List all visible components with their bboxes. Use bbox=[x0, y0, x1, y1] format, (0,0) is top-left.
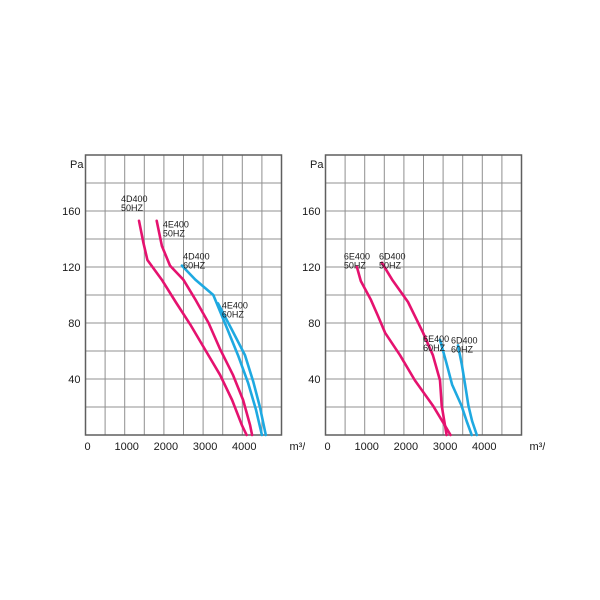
fan-performance-chart-4-pole: 40 80 120 160 0 1000 2000 3000 4000 Pa m³/h 4D40050… bbox=[60, 150, 305, 480]
y-tick-label: 160 bbox=[62, 206, 80, 218]
y-tick-label: 80 bbox=[308, 318, 320, 330]
curve-label-6d400-60hz: 6D400 60HZ bbox=[451, 336, 478, 355]
curve-4d400-60hz bbox=[180, 264, 264, 437]
curve-6d400-50hz bbox=[380, 261, 448, 437]
curve-label-4e400-50hz: 4E400 50HZ bbox=[163, 219, 189, 238]
curve-4d400-50hz bbox=[137, 219, 248, 437]
curve-label-6e400-50hz: 6E400 50HZ bbox=[344, 252, 370, 271]
x-axis-unit-label: m³/h bbox=[530, 441, 546, 453]
x-tick-label: 2000 bbox=[394, 441, 418, 453]
x-tick-label: 3000 bbox=[193, 441, 217, 453]
y-tick-label: 40 bbox=[308, 374, 320, 386]
x-tick-label: 0 bbox=[84, 441, 90, 453]
y-tick-label: 160 bbox=[302, 206, 320, 218]
fan-curve-chart-svg: 40 80 120 160 0 1000 2000 3000 4000 Pa m³/h 4D40050… bbox=[62, 154, 306, 453]
x-tick-label: 1000 bbox=[354, 441, 378, 453]
x-axis-unit-label: m³/h bbox=[290, 441, 306, 453]
curve-4e400-60hz bbox=[216, 302, 268, 437]
curve-label-4e400-60hz: 4E400 60HZ bbox=[222, 301, 248, 320]
y-axis-unit-label: Pa bbox=[70, 159, 84, 171]
x-tick-label: 3000 bbox=[433, 441, 457, 453]
y-axis-unit-label: Pa bbox=[310, 159, 324, 171]
curve-4e400-50hz bbox=[155, 219, 254, 437]
x-tick-label: 4000 bbox=[232, 441, 256, 453]
plot-border bbox=[324, 154, 523, 436]
y-tick-label: 120 bbox=[302, 262, 320, 274]
y-tick-label: 40 bbox=[68, 374, 80, 386]
curve-label-6d400-50hz: 6D400 50HZ bbox=[379, 252, 406, 271]
plot-border bbox=[84, 154, 283, 436]
x-tick-label: 0 bbox=[324, 441, 330, 453]
fan-performance-chart-6-pole: 40 80 120 160 0 1000 2000 3000 4000 Pa m³/h 6E40050… bbox=[300, 150, 545, 480]
curve-6d400-60hz bbox=[456, 344, 479, 437]
curve-label-6e400-60hz: 6E400 60HZ bbox=[423, 334, 449, 353]
y-tick-label: 120 bbox=[62, 262, 80, 274]
x-tick-label: 1000 bbox=[114, 441, 138, 453]
fan-curve-chart-svg: 40 80 120 160 0 1000 2000 3000 4000 Pa m³/h 6E40050… bbox=[302, 154, 546, 453]
curve-6e400-50hz bbox=[355, 265, 452, 437]
curve-label-4d400-50hz: 4D400 50HZ bbox=[121, 194, 148, 213]
curve-label-4d400-60hz: 4D400 60HZ bbox=[183, 252, 210, 271]
curve-6e400-60hz bbox=[438, 338, 473, 437]
x-tick-label: 4000 bbox=[472, 441, 496, 453]
y-tick-label: 80 bbox=[68, 318, 80, 330]
x-tick-label: 2000 bbox=[154, 441, 178, 453]
